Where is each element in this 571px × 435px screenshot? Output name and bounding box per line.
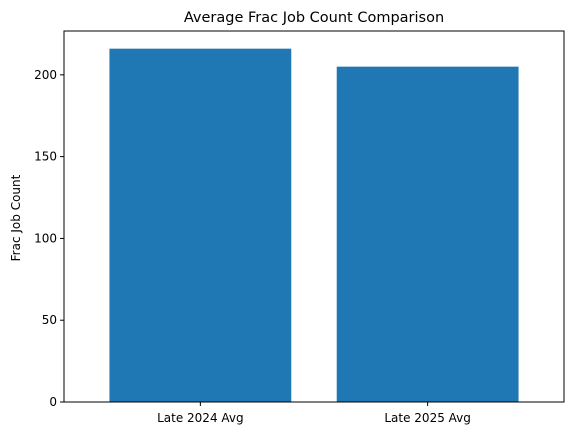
y-axis-ticks: 0 50 100 150 200 [34, 68, 64, 409]
y-tick-label: 50 [42, 313, 57, 327]
bar-late-2024-avg [109, 48, 292, 403]
x-tick-label: Late 2025 Avg [384, 411, 471, 425]
y-tick-label: 0 [49, 395, 57, 409]
y-tick-label: 150 [34, 150, 57, 164]
y-tick-label: 200 [34, 68, 57, 82]
x-axis-ticks: Late 2024 Avg Late 2025 Avg [157, 402, 471, 425]
x-tick-label: Late 2024 Avg [157, 411, 244, 425]
plot-frame [63, 30, 565, 403]
bars-group [109, 48, 519, 403]
bar-late-2025-avg [336, 66, 519, 402]
chart-title: Average Frac Job Count Comparison [184, 10, 444, 26]
y-axis-label: Frac Job Count [9, 174, 23, 261]
y-tick-label: 100 [34, 231, 57, 245]
